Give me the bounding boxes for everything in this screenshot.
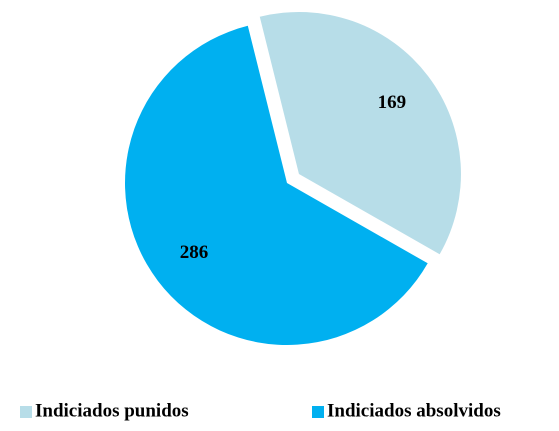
legend-swatch bbox=[20, 406, 32, 418]
legend-label: Indiciados absolvidos bbox=[327, 400, 501, 421]
pie-slice bbox=[259, 11, 461, 255]
data-label: 286 bbox=[180, 242, 209, 263]
data-label: 169 bbox=[378, 92, 407, 113]
legend-label: Indiciados punidos bbox=[35, 400, 189, 421]
pie-slice bbox=[125, 25, 428, 345]
legend-swatch bbox=[312, 406, 324, 418]
